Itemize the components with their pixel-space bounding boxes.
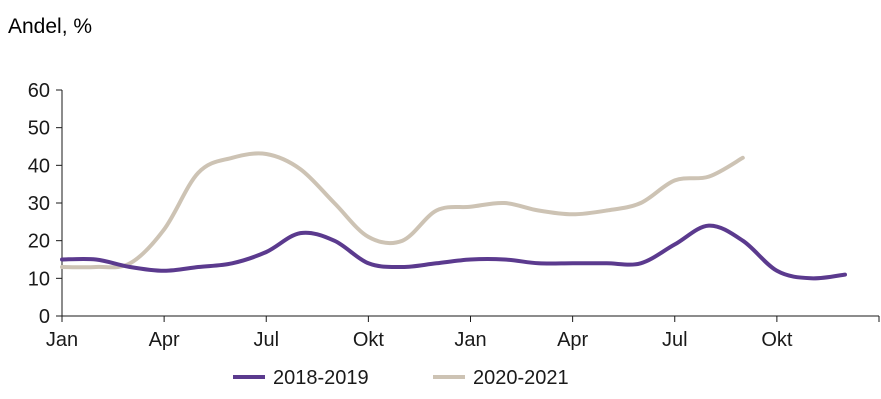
x-tick-label: Jul: [662, 329, 688, 351]
y-tick-label: 60: [28, 80, 50, 102]
series-line-2020-2021: [60, 151, 745, 270]
x-tick-label: Okt: [353, 329, 385, 351]
y-axis: 0 10 20 30 40 50 60: [28, 80, 63, 328]
y-tick-label: 50: [28, 118, 50, 140]
y-tick-label: 0: [39, 306, 50, 328]
y-tick-label: 10: [28, 268, 50, 290]
y-tick-label: 40: [28, 155, 50, 177]
legend-label: 2018-2019: [273, 367, 369, 389]
plot-area: [60, 151, 847, 281]
x-tick-label: Jan: [46, 329, 78, 351]
x-axis: Jan Apr Jul Okt Jan Apr Jul Okt: [46, 315, 880, 351]
legend-label: 2020-2021: [473, 367, 569, 389]
y-tick-label: 30: [28, 193, 50, 215]
x-tick-label: Jul: [253, 329, 279, 351]
x-tick-label: Okt: [761, 329, 793, 351]
y-axis-title: Andel, %: [8, 15, 92, 38]
x-tick-label: Apr: [149, 329, 180, 351]
y-tick-label: 20: [28, 231, 50, 253]
legend: 2018-2019 2020-2021: [233, 367, 569, 389]
x-tick-label: Jan: [454, 329, 486, 351]
series-line-2018-2019: [60, 223, 847, 281]
x-tick-label: Apr: [557, 329, 588, 351]
